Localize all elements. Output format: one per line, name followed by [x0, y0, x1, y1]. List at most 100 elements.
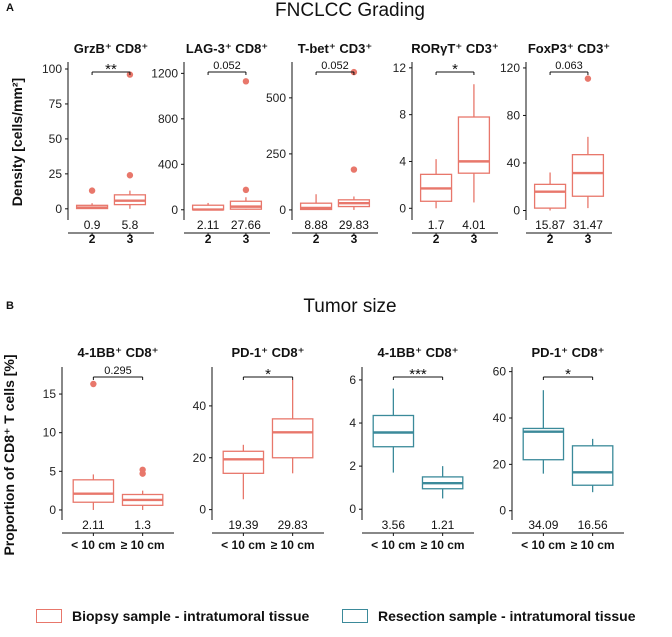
plot-a-1-median-label: 5.8	[122, 218, 139, 232]
plot-a-4-y-tick-label: 4	[399, 154, 406, 168]
plot-a-2-box	[229, 200, 263, 210]
plot-b-4-significance-label: *	[565, 366, 571, 383]
plot-a-2-y-tick-label: 0	[171, 203, 178, 217]
plot-b-4-x-tick-label: < 10 cm	[521, 538, 565, 552]
plot-a-2-outlier	[242, 78, 250, 85]
plot-a-2-median-label: 27.66	[231, 218, 261, 232]
plot-b-4-box	[571, 445, 614, 486]
plot-a-3-x-tick-label: 3	[351, 232, 358, 246]
plot-a-1-y-tick-label: 50	[49, 132, 63, 146]
plot-b-1-box	[72, 479, 115, 503]
plot-b-2-x-tick-label: ≥ 10 cm	[271, 538, 315, 552]
plot-b-1-y-tick-label: 5	[49, 464, 56, 478]
plot-a-1-y-tick-label: 75	[49, 97, 63, 111]
plot-a-1-outlier	[126, 172, 134, 179]
plot-b-1-x-tick-label: < 10 cm	[71, 538, 115, 552]
plot-a-2-outlier	[242, 186, 250, 194]
plot-a-1-y-tick-label: 100	[42, 62, 62, 76]
plot-a-3-outlier	[350, 166, 358, 173]
plot-a-4-y-tick-label: 12	[393, 61, 407, 75]
plot-b-2-x-tick-label: < 10 cm	[221, 538, 265, 552]
legend-label-biopsy: Biopsy sample - intratumoral tissue	[72, 608, 310, 624]
plot-b-4-x-tick-label: ≥ 10 cm	[571, 538, 615, 552]
plot-b-3-median-label: 3.56	[382, 518, 406, 532]
plot-a-5-median-label: 31.47	[573, 218, 603, 232]
plot-b-2-median-label: 29.83	[278, 518, 308, 532]
plot-b-1-y-tick-label: 15	[43, 387, 57, 401]
plot-a-4-x-tick-label: 2	[433, 232, 440, 246]
plot-a-4-y-tick-label: 8	[399, 108, 406, 122]
plot-b-3-x-tick-label: ≥ 10 cm	[421, 538, 465, 552]
plot-b-1-x-tick-label: ≥ 10 cm	[121, 538, 165, 552]
plot-a-5-title: FoxP3⁺ CD3⁺	[528, 41, 610, 56]
plot-a-1-significance-label: **	[105, 61, 117, 78]
plot-b-2-box	[222, 450, 265, 474]
plot-a-5-x-tick-label: 3	[585, 232, 592, 246]
plot-a-3-x-tick-label: 2	[313, 232, 320, 246]
plot-a-4-title: RORγT⁺ CD3⁺	[411, 41, 498, 56]
plot-a-3-y-tick-label: 0	[279, 203, 286, 217]
panel-a-y-axis-title: Density [cells/mm²]	[9, 78, 25, 206]
plot-a-1-median-label: 0.9	[84, 218, 101, 232]
plot-a-5-box	[533, 183, 567, 209]
plot-b-1-outlier	[139, 466, 146, 473]
plot-a-5-significance-label: 0.063	[555, 60, 583, 72]
plot-a-3-significance-label: 0.052	[321, 60, 349, 72]
plot-a-3-y-tick-label: 250	[266, 147, 286, 161]
plot-a-4-box	[457, 116, 491, 174]
plot-b-4-box	[522, 427, 565, 461]
plot-b-4-y-tick-label: 20	[493, 457, 507, 471]
plot-b-3-y-tick-label: 6	[349, 373, 356, 387]
plot-a-3-title: T-bet⁺ CD3⁺	[298, 41, 372, 56]
plot-a-1-title: GrzB⁺ CD8⁺	[74, 41, 148, 56]
plot-a-4-y-tick-label: 0	[399, 201, 406, 215]
plot-a-2-median-label: 2.11	[197, 218, 220, 232]
plot-b-1-outlier	[90, 380, 97, 388]
plot-b-1-median-label: 2.11	[82, 518, 105, 532]
plot-a-5-y-tick-label: 80	[507, 108, 521, 122]
legend-item-biopsy: Biopsy sample - intratumoral tissue	[36, 608, 309, 624]
plot-a-2-x-tick-label: 2	[205, 232, 212, 246]
plot-a-5-box	[571, 154, 605, 197]
plot-a-5-x-tick-label: 2	[547, 232, 554, 246]
plot-b-3-y-tick-label: 4	[349, 416, 356, 430]
panel-b-title: Tumor size	[303, 296, 397, 317]
plot-a-2-significance-label: 0.052	[213, 60, 241, 72]
legend-label-resection: Resection sample - intratumoral tissue	[378, 608, 636, 624]
plot-b-1-y-tick-label: 0	[49, 503, 56, 517]
plot-b-4-title: PD-1⁺ CD8⁺	[532, 345, 605, 360]
plot-b-3-significance-label: ***	[409, 366, 427, 383]
plot-a-2-y-tick-label: 400	[158, 157, 178, 171]
legend-item-resection: Resection sample - intratumoral tissue	[342, 608, 636, 624]
plot-a-1-outlier	[88, 187, 96, 194]
plot-a-4-median-label: 4.01	[462, 218, 486, 232]
plot-a-2-y-tick-label: 1200	[151, 66, 178, 80]
plot-b-1-y-tick-label: 10	[43, 426, 57, 440]
plot-b-1-title: 4-1BB⁺ CD8⁺	[78, 345, 159, 360]
plot-a-5-y-tick-label: 0	[513, 203, 520, 217]
plot-a-1-x-tick-label: 2	[89, 232, 96, 246]
plot-b-2-y-tick-label: 0	[199, 503, 206, 517]
plot-a-5-y-tick-label: 120	[500, 61, 520, 75]
plot-b-4-y-tick-label: 60	[493, 365, 507, 379]
plot-a-3-median-label: 8.88	[304, 218, 328, 232]
plot-a-1-y-tick-label: 0	[55, 202, 62, 216]
plot-a-4-median-label: 1.7	[428, 218, 445, 232]
plot-b-3-y-tick-label: 2	[349, 459, 356, 473]
panel-b-y-axis-title: Proportion of CD8⁺ T cells [%]	[1, 354, 17, 555]
plot-a-3-y-tick-label: 500	[266, 91, 286, 105]
plot-a-3-box	[299, 202, 333, 211]
plot-a-3-median-label: 29.83	[339, 218, 369, 232]
plot-a-5-y-tick-label: 40	[507, 156, 521, 170]
panel-a-letter: A	[6, 2, 14, 14]
plot-b-3-median-label: 1.21	[431, 518, 455, 532]
plot-b-2-box	[271, 418, 314, 459]
plot-a-1-y-tick-label: 25	[49, 167, 63, 181]
plot-a-5-median-label: 15.87	[535, 218, 565, 232]
plot-b-1-median-label: 1.3	[134, 518, 151, 532]
legend-swatch-biopsy	[36, 609, 62, 623]
plot-b-3-y-tick-label: 0	[349, 502, 356, 516]
plot-b-3-box	[372, 414, 415, 448]
plot-a-4-x-tick-label: 3	[471, 232, 478, 246]
